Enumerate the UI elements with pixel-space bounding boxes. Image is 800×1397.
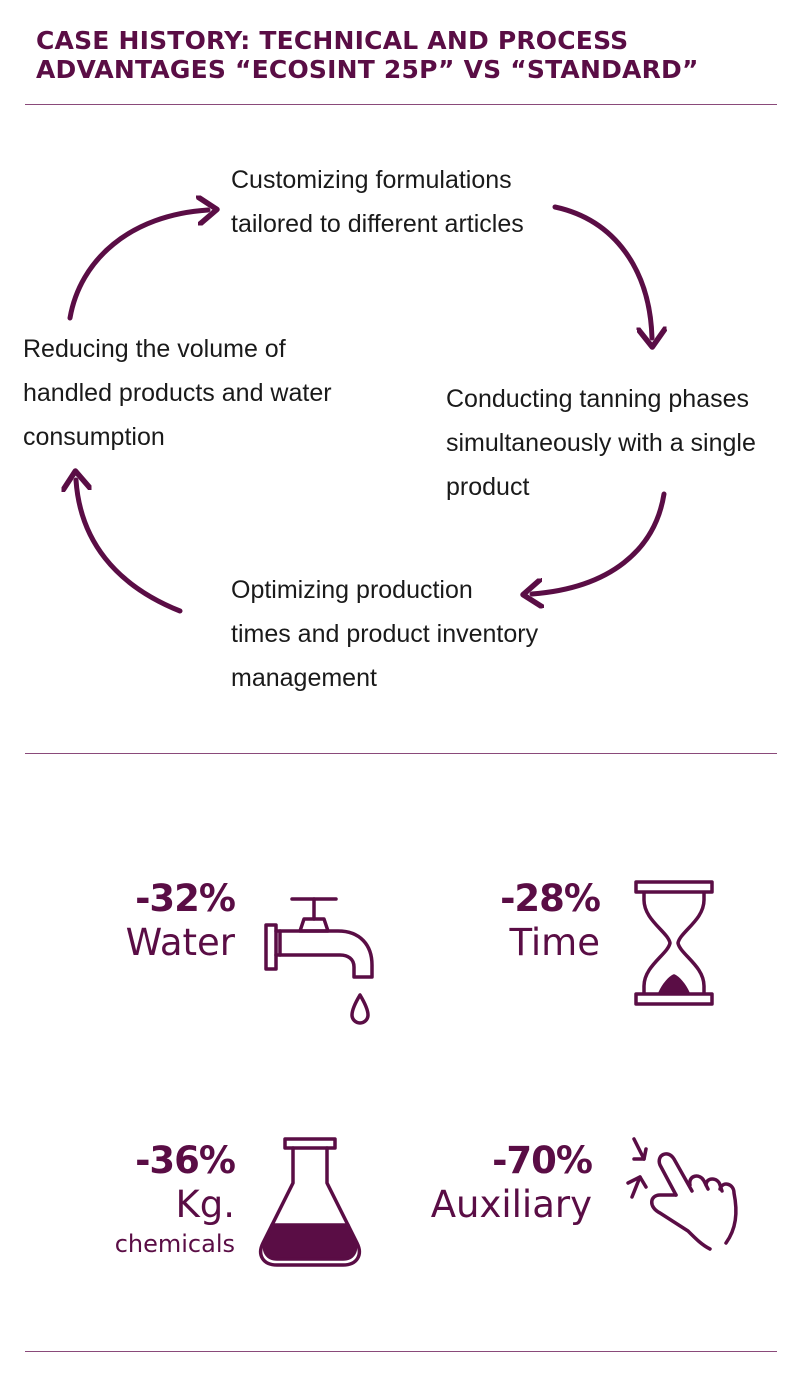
divider-middle [25, 753, 777, 754]
pinch-hand-icon [626, 1137, 738, 1251]
time-percent: -28% [500, 877, 601, 920]
stat-time: -28% Time [405, 877, 601, 966]
chemicals-percent: -36% [135, 1139, 236, 1182]
water-label: Water [125, 921, 235, 964]
title-line-1: CASE HISTORY: TECHNICAL AND PROCESS [36, 26, 629, 55]
hourglass-icon [634, 880, 714, 1006]
page-title: CASE HISTORY: TECHNICAL AND PROCESS ADVA… [36, 26, 776, 84]
arrow-right-to-bottom [532, 491, 667, 594]
step-reducing: Reducing the volume of handled products … [23, 335, 332, 451]
arrow-top-to-right [552, 204, 652, 338]
arrow-left-to-top [67, 210, 208, 321]
arrow-bottom-to-left [76, 480, 183, 614]
step-conducting: Conducting tanning phases simultaneously… [446, 385, 756, 501]
flask-icon [258, 1137, 362, 1267]
auxiliary-label: Auxiliary [430, 1183, 592, 1226]
auxiliary-percent: -70% [492, 1139, 593, 1182]
title-line-2: ADVANTAGES “ECOSINT 25P” VS “STANDARD” [36, 55, 699, 84]
step-optimizing: Optimizing production times and product … [231, 576, 539, 692]
divider-top [25, 104, 777, 105]
step-customizing: Customizing formulations tailored to dif… [231, 166, 524, 238]
divider-bottom [25, 1351, 777, 1352]
stat-auxiliary: -70% Auxiliary [400, 1139, 593, 1228]
faucet-icon [264, 897, 374, 1025]
water-percent: -32% [135, 877, 236, 920]
stat-water: -32% Water [40, 877, 236, 966]
chemicals-label: Kg. [175, 1183, 235, 1226]
chemicals-sublabel: chemicals [114, 1230, 235, 1258]
time-label: Time [509, 921, 600, 964]
cycle-arrows [0, 0, 800, 614]
stat-chemicals: -36% Kg. chemicals [40, 1139, 236, 1260]
